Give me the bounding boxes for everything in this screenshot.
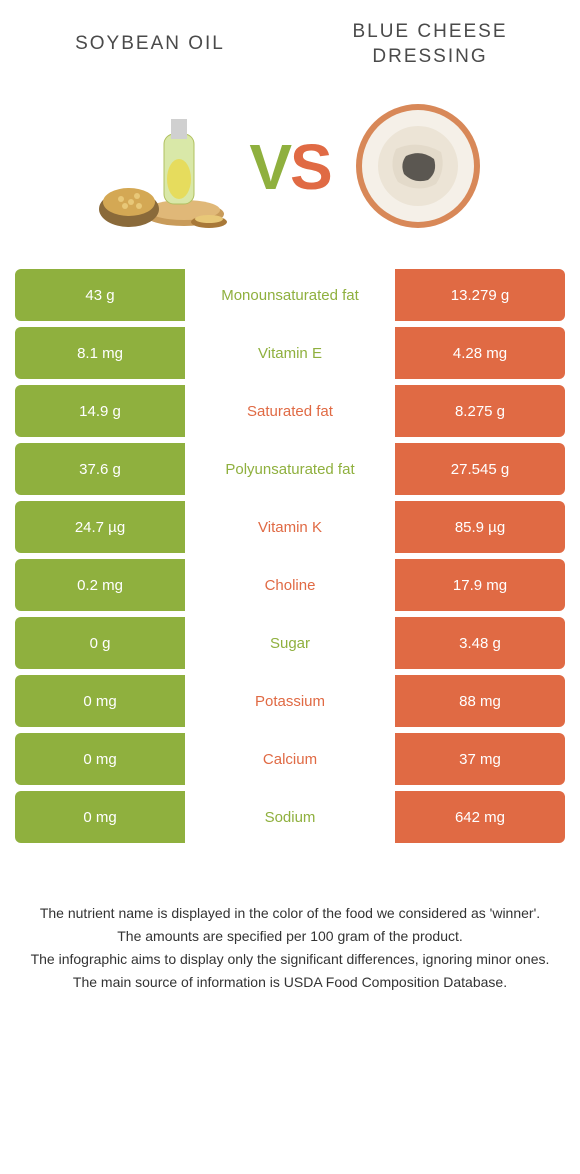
- vs-row: VS: [15, 94, 565, 239]
- left-value-cell: 37.6 g: [15, 443, 185, 495]
- vs-s-letter: S: [290, 131, 331, 203]
- table-row: 8.1 mgVitamin E4.28 mg: [15, 327, 565, 379]
- table-row: 0 gSugar3.48 g: [15, 617, 565, 669]
- right-value-cell: 3.48 g: [395, 617, 565, 669]
- comparison-table: 43 gMonounsaturated fat13.279 g8.1 mgVit…: [15, 269, 565, 843]
- header: SOYBEAN OIL BLUE CHEESE DRESSING: [15, 20, 565, 84]
- table-row: 43 gMonounsaturated fat13.279 g: [15, 269, 565, 321]
- right-value-cell: 4.28 mg: [395, 327, 565, 379]
- nutrient-label: Monounsaturated fat: [185, 269, 395, 321]
- left-value-cell: 24.7 µg: [15, 501, 185, 553]
- footer-line-1: The nutrient name is displayed in the co…: [30, 903, 550, 924]
- left-value-cell: 0 mg: [15, 675, 185, 727]
- left-food-image: [89, 94, 234, 239]
- left-value-cell: 14.9 g: [15, 385, 185, 437]
- footer-line-3: The infographic aims to display only the…: [30, 949, 550, 970]
- table-row: 0 mgPotassium88 mg: [15, 675, 565, 727]
- nutrient-label: Vitamin E: [185, 327, 395, 379]
- right-value-cell: 85.9 µg: [395, 501, 565, 553]
- footer-line-2: The amounts are specified per 100 gram o…: [30, 926, 550, 947]
- table-row: 14.9 gSaturated fat8.275 g: [15, 385, 565, 437]
- table-row: 37.6 gPolyunsaturated fat27.545 g: [15, 443, 565, 495]
- right-value-cell: 27.545 g: [395, 443, 565, 495]
- vs-label: VS: [244, 130, 335, 204]
- right-value-cell: 88 mg: [395, 675, 565, 727]
- footer-line-4: The main source of information is USDA F…: [30, 972, 550, 993]
- right-value-cell: 17.9 mg: [395, 559, 565, 611]
- left-value-cell: 0 mg: [15, 733, 185, 785]
- nutrient-label: Potassium: [185, 675, 395, 727]
- left-value-cell: 0 mg: [15, 791, 185, 843]
- right-value-cell: 8.275 g: [395, 385, 565, 437]
- left-value-cell: 0 g: [15, 617, 185, 669]
- nutrient-label: Sodium: [185, 791, 395, 843]
- right-food-image: [346, 94, 491, 239]
- left-value-cell: 43 g: [15, 269, 185, 321]
- table-row: 0.2 mgCholine17.9 mg: [15, 559, 565, 611]
- nutrient-label: Choline: [185, 559, 395, 611]
- left-value-cell: 8.1 mg: [15, 327, 185, 379]
- right-food-title: BLUE CHEESE DRESSING: [305, 20, 555, 69]
- vs-v-letter: V: [249, 131, 290, 203]
- footer-notes: The nutrient name is displayed in the co…: [15, 903, 565, 993]
- nutrient-label: Vitamin K: [185, 501, 395, 553]
- table-row: 24.7 µgVitamin K85.9 µg: [15, 501, 565, 553]
- nutrient-label: Saturated fat: [185, 385, 395, 437]
- left-food-title: SOYBEAN OIL: [25, 32, 275, 57]
- table-row: 0 mgCalcium37 mg: [15, 733, 565, 785]
- table-row: 0 mgSodium642 mg: [15, 791, 565, 843]
- right-value-cell: 642 mg: [395, 791, 565, 843]
- nutrient-label: Calcium: [185, 733, 395, 785]
- right-value-cell: 13.279 g: [395, 269, 565, 321]
- nutrient-label: Sugar: [185, 617, 395, 669]
- nutrient-label: Polyunsaturated fat: [185, 443, 395, 495]
- right-value-cell: 37 mg: [395, 733, 565, 785]
- left-value-cell: 0.2 mg: [15, 559, 185, 611]
